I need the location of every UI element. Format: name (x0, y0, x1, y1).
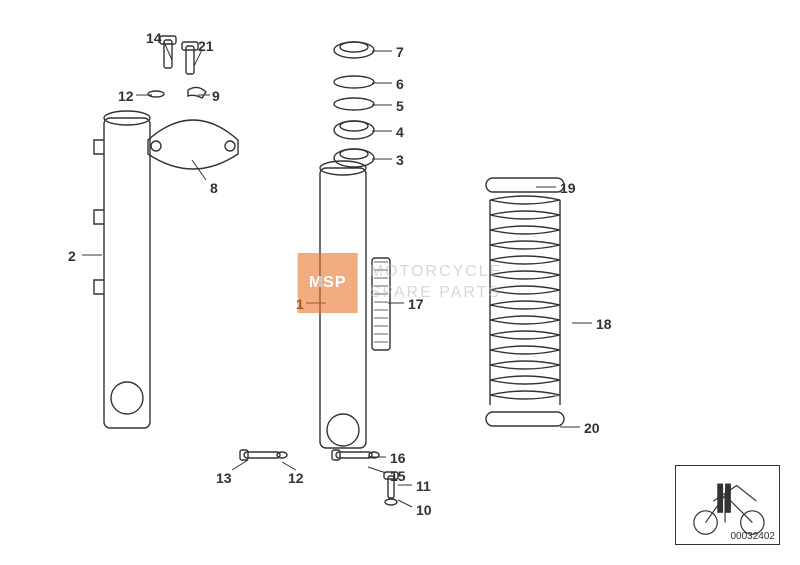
part-fork-slider-left (94, 111, 150, 428)
callout-5: 5 (396, 98, 404, 114)
callout-15: 15 (390, 468, 406, 484)
callout-12: 12 (288, 470, 304, 486)
part-ring-stack (334, 42, 374, 167)
callout-12: 12 (118, 88, 134, 104)
diagram-id: 00032402 (731, 531, 776, 542)
callout-13: 13 (216, 470, 232, 486)
callout-6: 6 (396, 76, 404, 92)
callout-20: 20 (584, 420, 600, 436)
leader-lines (82, 42, 592, 507)
callout-1: 1 (296, 296, 304, 312)
callout-16: 16 (390, 450, 406, 466)
part-fork-slider-right (320, 161, 366, 448)
callout-21: 21 (198, 38, 214, 54)
part-lower-fasteners (240, 450, 398, 505)
part-gaiter-assembly (486, 178, 564, 426)
callout-3: 3 (396, 152, 404, 168)
callout-4: 4 (396, 124, 404, 140)
callout-10: 10 (416, 502, 432, 518)
callout-18: 18 (596, 316, 612, 332)
callout-2: 2 (68, 248, 76, 264)
callout-14: 14 (146, 30, 162, 46)
callout-9: 9 (212, 88, 220, 104)
diagram-canvas: 14211298217654317191820131615111012 MSP … (0, 0, 800, 565)
location-thumbnail: 00032402 (675, 465, 780, 545)
callout-8: 8 (210, 180, 218, 196)
callout-7: 7 (396, 44, 404, 60)
callout-11: 11 (416, 478, 431, 494)
callout-19: 19 (560, 180, 576, 196)
part-reflector (372, 258, 390, 350)
callout-17: 17 (408, 296, 424, 312)
